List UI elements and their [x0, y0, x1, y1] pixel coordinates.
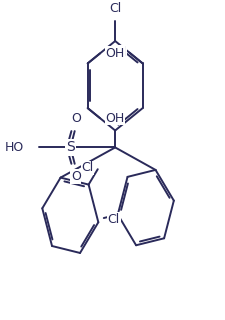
- Text: O: O: [70, 112, 80, 125]
- Text: OH: OH: [105, 112, 124, 125]
- Text: HO: HO: [5, 141, 24, 154]
- Text: OH: OH: [105, 47, 124, 60]
- Text: Cl: Cl: [107, 213, 119, 226]
- Text: O: O: [70, 170, 80, 183]
- Text: Cl: Cl: [81, 161, 93, 174]
- Text: S: S: [66, 140, 74, 155]
- Text: Cl: Cl: [113, 46, 126, 59]
- Text: Cl: Cl: [109, 3, 121, 15]
